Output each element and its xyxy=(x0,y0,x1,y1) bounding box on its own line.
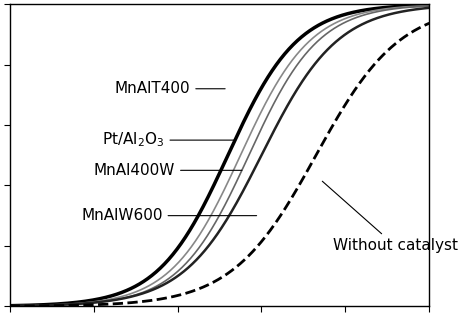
Text: Pt/Al$_2$O$_3$: Pt/Al$_2$O$_3$ xyxy=(102,131,236,149)
Text: MnAlW600: MnAlW600 xyxy=(81,208,256,223)
Text: MnAlT400: MnAlT400 xyxy=(115,81,225,96)
Text: MnAl400W: MnAl400W xyxy=(94,163,242,178)
Text: Without catalyst: Without catalyst xyxy=(322,181,458,253)
